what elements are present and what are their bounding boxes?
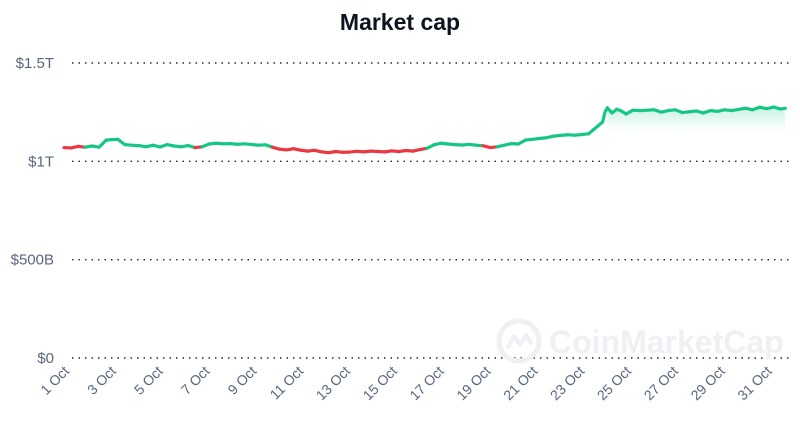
watermark: CoinMarketCap (496, 318, 784, 364)
x-tick-label: 15 Oct (360, 363, 401, 404)
x-tick-label: 17 Oct (406, 363, 447, 404)
x-tick-label: 25 Oct (594, 363, 635, 404)
x-tick-label: 5 Oct (131, 363, 166, 398)
line-segment (779, 106, 787, 111)
x-tick-label: 19 Oct (453, 363, 494, 404)
market-cap-line (62, 105, 787, 155)
y-tick-label: $0 (37, 350, 54, 367)
x-tick-label: 31 Oct (734, 363, 775, 404)
x-tick-label: 13 Oct (313, 363, 354, 404)
y-tick-label: $1.5T (16, 55, 54, 72)
y-axis-ticks: $0 $500B $1T $1.5T (11, 55, 54, 367)
x-tick-label: 11 Oct (267, 363, 307, 403)
line-segment (601, 110, 607, 124)
x-tick-label: 23 Oct (547, 363, 588, 404)
x-tick-label: 21 Oct (500, 363, 541, 404)
line-segment (97, 138, 108, 149)
x-tick-label: 27 Oct (641, 363, 682, 404)
chart-title: Market cap (340, 9, 460, 35)
coinmarketcap-logo-icon (496, 318, 542, 364)
grid-lines (72, 62, 792, 359)
x-tick-label: 9 Oct (224, 363, 259, 398)
x-tick-label: 29 Oct (687, 363, 728, 404)
x-axis-ticks: 1 Oct 3 Oct 5 Oct 7 Oct 9 Oct 11 Oct 13 Oct 15 … (37, 363, 775, 404)
y-tick-label: $1T (28, 153, 54, 170)
x-tick-label: 3 Oct (84, 363, 119, 398)
positive-area-fill (607, 107, 786, 132)
x-tick-label: 7 Oct (178, 363, 213, 398)
watermark-text: CoinMarketCap (549, 324, 784, 360)
x-tick-label: 1 Oct (37, 363, 72, 398)
y-tick-label: $500B (11, 252, 54, 269)
